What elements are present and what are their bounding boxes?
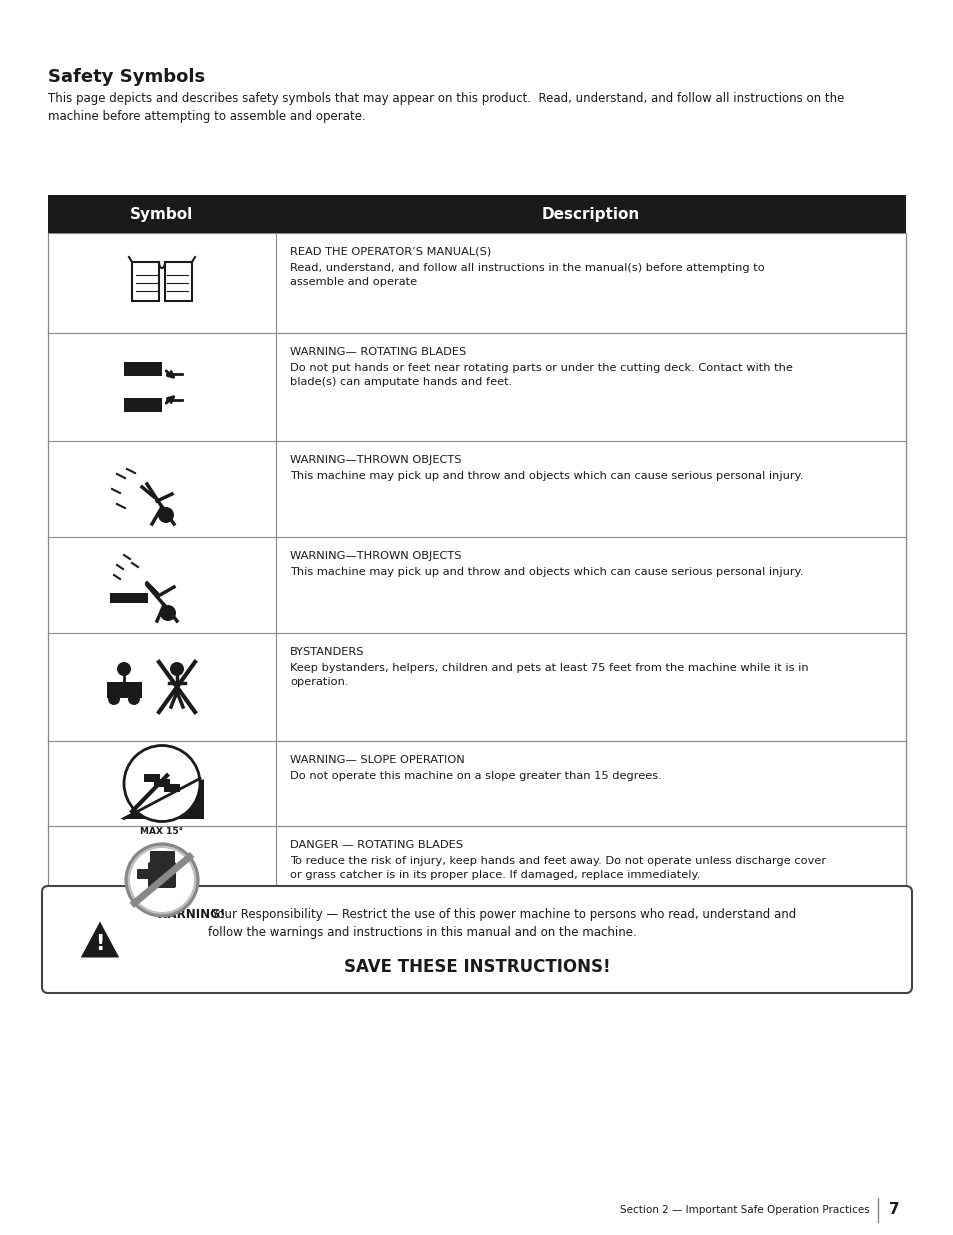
- Text: MAX 15°: MAX 15°: [140, 827, 183, 836]
- Text: WARNING—THROWN OBJECTS: WARNING—THROWN OBJECTS: [290, 551, 461, 561]
- Circle shape: [170, 662, 184, 676]
- Text: To reduce the risk of injury, keep hands and feet away. Do not operate unless di: To reduce the risk of injury, keep hands…: [290, 856, 825, 879]
- Circle shape: [160, 605, 175, 621]
- FancyBboxPatch shape: [137, 869, 152, 879]
- Text: Read, understand, and follow all instructions in the manual(s) before attempting: Read, understand, and follow all instruc…: [290, 263, 764, 287]
- FancyBboxPatch shape: [148, 862, 175, 888]
- Text: READ THE OPERATOR’S MANUAL(S): READ THE OPERATOR’S MANUAL(S): [290, 247, 491, 257]
- Polygon shape: [81, 921, 119, 957]
- Circle shape: [124, 746, 200, 821]
- FancyBboxPatch shape: [168, 851, 174, 867]
- Text: This machine may pick up and throw and objects which can cause serious personal : This machine may pick up and throw and o…: [290, 471, 802, 480]
- Bar: [153, 778, 170, 787]
- FancyBboxPatch shape: [162, 851, 169, 867]
- FancyBboxPatch shape: [42, 885, 911, 993]
- Text: Your Responsibility — Restrict the use of this power machine to persons who read: Your Responsibility — Restrict the use o…: [208, 908, 796, 939]
- Bar: [48, 233, 905, 934]
- Text: WARNING—THROWN OBJECTS: WARNING—THROWN OBJECTS: [290, 454, 461, 466]
- Text: This page depicts and describes safety symbols that may appear on this product. : This page depicts and describes safety s…: [48, 91, 843, 124]
- Text: !: !: [95, 934, 105, 953]
- Bar: [124, 362, 162, 375]
- Text: WARNING— SLOPE OPERATION: WARNING— SLOPE OPERATION: [290, 755, 464, 764]
- Text: This machine may pick up and throw and objects which can cause serious personal : This machine may pick up and throw and o…: [290, 567, 802, 577]
- Circle shape: [130, 848, 193, 911]
- Text: Symbol: Symbol: [131, 206, 193, 221]
- Bar: [164, 783, 180, 792]
- Bar: [124, 398, 162, 412]
- Text: Do not put hands or feet near rotating parts or under the cutting deck. Contact : Do not put hands or feet near rotating p…: [290, 363, 792, 387]
- Bar: [107, 682, 142, 698]
- Text: Section 2 — Important Safe Operation Practices: Section 2 — Important Safe Operation Pra…: [619, 1205, 869, 1215]
- Circle shape: [128, 693, 140, 705]
- Text: 7: 7: [888, 1203, 899, 1218]
- Bar: [144, 773, 160, 782]
- FancyBboxPatch shape: [156, 851, 163, 867]
- Text: Safety Symbols: Safety Symbols: [48, 68, 205, 86]
- Circle shape: [117, 662, 131, 676]
- Polygon shape: [120, 778, 204, 819]
- Text: BYSTANDERS: BYSTANDERS: [290, 647, 364, 657]
- Text: WARNING!: WARNING!: [156, 908, 226, 921]
- Circle shape: [126, 844, 198, 916]
- Text: WARNING— ROTATING BLADES: WARNING— ROTATING BLADES: [290, 347, 466, 357]
- Text: Description: Description: [541, 206, 639, 221]
- FancyBboxPatch shape: [150, 851, 157, 867]
- Text: Keep bystanders, helpers, children and pets at least 75 feet from the machine wh: Keep bystanders, helpers, children and p…: [290, 663, 808, 687]
- Text: Do not operate this machine on a slope greater than 15 degrees.: Do not operate this machine on a slope g…: [290, 771, 661, 781]
- Text: SAVE THESE INSTRUCTIONS!: SAVE THESE INSTRUCTIONS!: [343, 958, 610, 976]
- Text: DANGER — ROTATING BLADES: DANGER — ROTATING BLADES: [290, 840, 462, 850]
- Bar: [110, 593, 148, 603]
- Circle shape: [158, 508, 173, 522]
- Circle shape: [108, 693, 120, 705]
- Bar: [48, 195, 905, 233]
